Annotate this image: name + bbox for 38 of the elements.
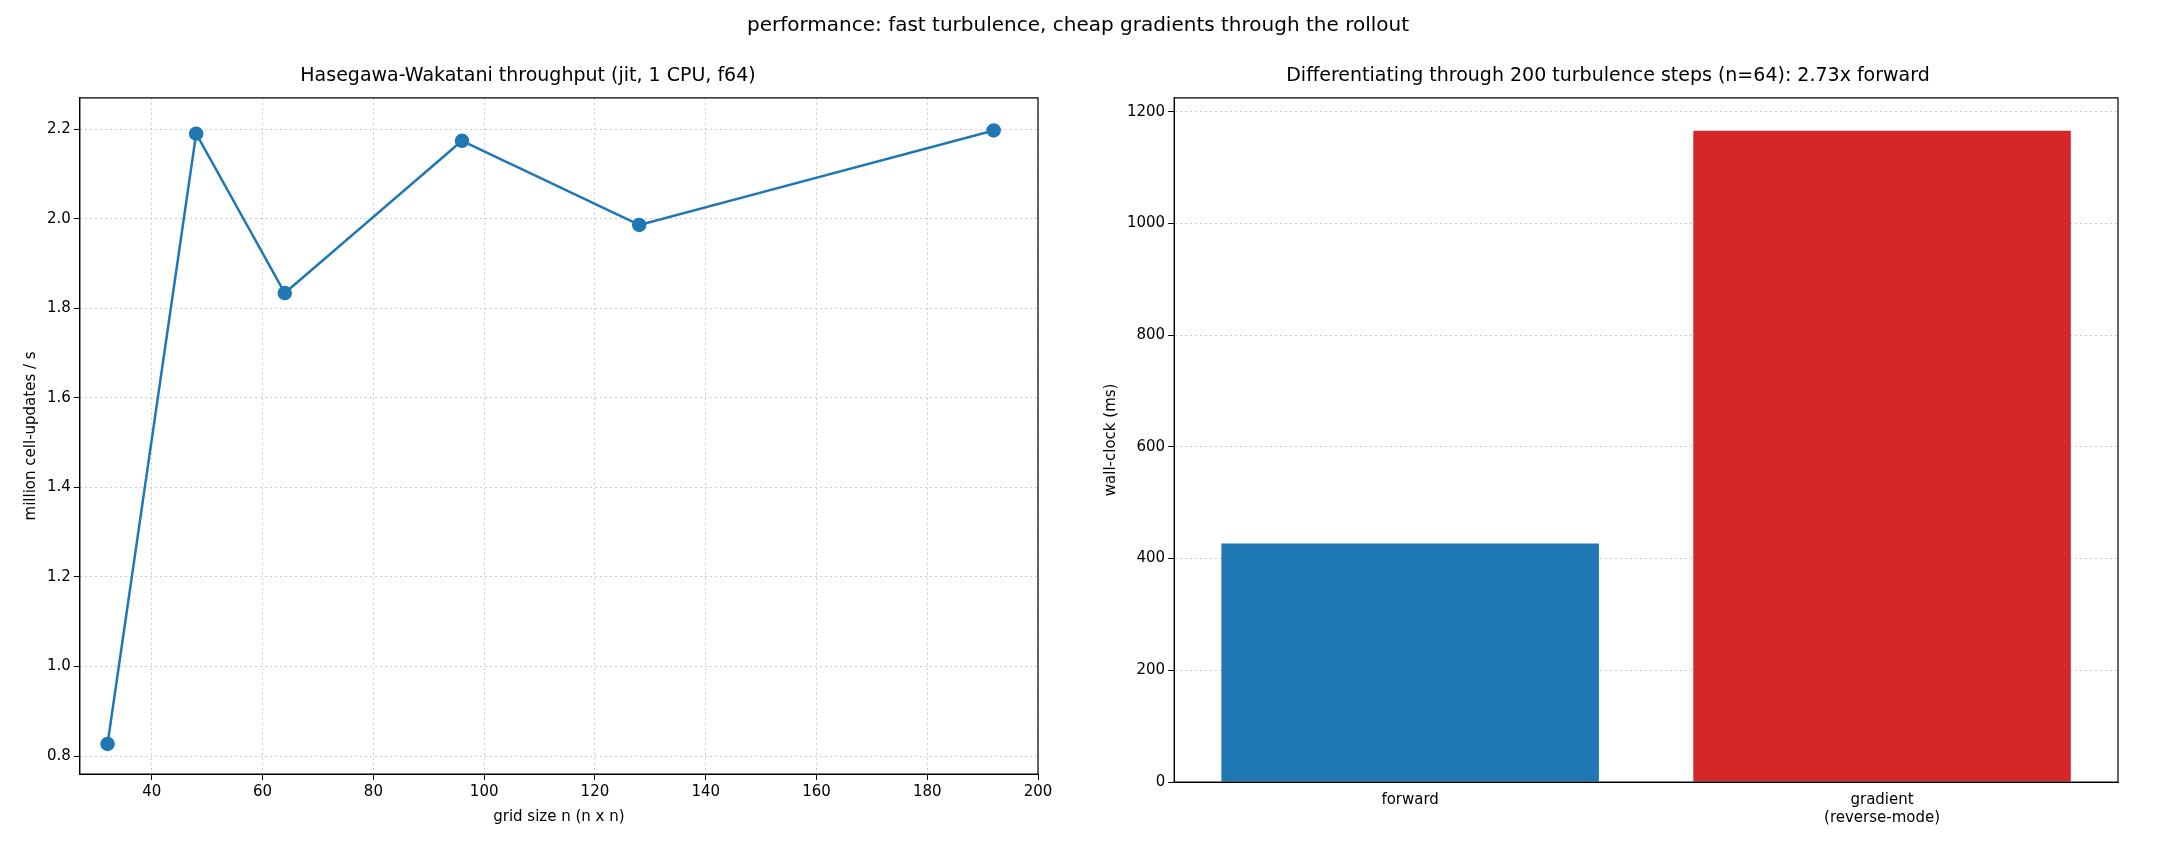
- y-tick-label: 400: [1136, 548, 1166, 567]
- x-axis-title: grid size n (n x n): [493, 806, 625, 825]
- chart-subtitle: Hasegawa-Wakatani throughput (jit, 1 CPU, f64): [300, 63, 756, 86]
- chart-subtitle: Differentiating through 200 turbulence steps (n=64): 2.73x forward: [1286, 63, 1930, 86]
- y-tick-label: 0.8: [47, 745, 71, 764]
- y-tick-label: 1.2: [47, 566, 71, 585]
- point: [188, 126, 204, 141]
- x-tick-label: 60: [253, 781, 273, 800]
- point: [277, 285, 293, 301]
- y-tick-label: 1.6: [47, 387, 71, 406]
- point: [631, 217, 647, 233]
- y-tick-label: 800: [1136, 325, 1166, 344]
- y-tick-label: 200: [1136, 660, 1166, 679]
- point: [454, 133, 470, 149]
- y-tick-label: 600: [1136, 436, 1166, 455]
- y-axis-title: wall-clock (ms): [1100, 383, 1119, 497]
- y-tick-label: 1.0: [47, 656, 71, 675]
- x-tick-label: 200: [1023, 781, 1053, 800]
- x-tick-label: gradient (reverse-mode): [1824, 789, 1941, 826]
- y-tick-label: 0: [1155, 771, 1166, 790]
- y-tick-label: 1.8: [47, 298, 71, 317]
- chart-title: performance: fast turbulence, cheap gradients through the rollout: [745, 12, 1411, 36]
- x-tick-label: 180: [912, 781, 942, 800]
- y-tick-label: 2.0: [47, 208, 71, 227]
- x-tick-label: 160: [802, 781, 831, 800]
- point: [100, 736, 115, 752]
- y-tick-label: 1200: [1126, 101, 1166, 120]
- point: [986, 123, 1001, 138]
- x-tick-label: forward: [1381, 789, 1439, 808]
- x-tick-label: 40: [142, 781, 162, 800]
- x-tick-label: 80: [363, 781, 383, 800]
- x-tick-label: 140: [691, 781, 721, 800]
- y-tick-label: 1.4: [47, 477, 71, 496]
- x-tick-label: 120: [580, 781, 610, 800]
- y-tick-label: 2.2: [47, 119, 71, 138]
- y-tick-label: 1000: [1126, 213, 1166, 232]
- x-tick-label: 100: [469, 781, 499, 800]
- y-axis-title: million cell-updates / s: [20, 351, 39, 521]
